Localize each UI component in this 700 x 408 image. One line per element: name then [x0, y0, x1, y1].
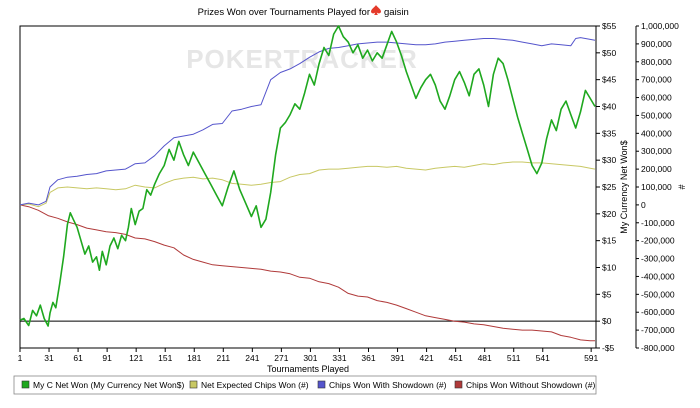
legend-swatch	[189, 380, 198, 389]
series-line-4	[19, 204, 595, 342]
chips-tick-label: 500,000	[641, 110, 672, 120]
x-tick-label: 421	[419, 353, 433, 363]
money-axis-title: My Currency Net Won$	[619, 140, 629, 233]
x-tick-label: 1	[18, 353, 23, 363]
chips-tick-label: -600,000	[641, 307, 675, 317]
chips-axis: -800,000 -700,000 -600,000 -500,000 -400,000…	[635, 21, 679, 353]
series-layer	[19, 25, 596, 342]
x-tick-label: 541	[536, 353, 550, 363]
legend-entry: My C Net Won (My Currency Net Won$)	[33, 380, 184, 390]
x-tick-label: 511	[507, 353, 521, 363]
x-tick-label: 301	[303, 353, 317, 363]
plot-frame	[19, 25, 597, 349]
legend-entry: Chips Won With Showdown (#)	[329, 380, 447, 390]
series-line-1	[19, 25, 596, 327]
x-tick-label: 181	[187, 353, 201, 363]
chips-tick-label: -400,000	[641, 271, 675, 281]
x-tick-label: 211	[217, 353, 231, 363]
money-tick-label: $15	[602, 236, 616, 246]
series-line-2	[19, 161, 596, 208]
x-tick-label: 331	[332, 353, 346, 363]
chips-tick-label: -100,000	[641, 218, 675, 228]
x-axis: 1 31 61 91 121 151 181 211 241 271 301 331 361 391 421…	[18, 348, 599, 363]
x-tick-label: 61	[73, 353, 83, 363]
chart-title-player: gaisin	[384, 7, 409, 18]
legend-swatch	[317, 380, 326, 389]
legend-entry: Chips Won Without Showdown (#)	[466, 380, 595, 390]
x-tick-label: 241	[245, 353, 259, 363]
plot-area: POKERTRACKER	[19, 25, 597, 349]
chips-tick-label: 700,000	[641, 75, 672, 85]
x-tick-label: 121	[129, 353, 143, 363]
money-tick-label: $20	[602, 209, 616, 219]
money-axis: -$5 $0 $5 $10 $15 $20 $25 $30 $35 $40 $45 $50 $55	[596, 21, 616, 353]
chart-title: Prizes Won over Tournaments Played for g…	[198, 5, 409, 18]
x-tick-label: 451	[449, 353, 463, 363]
money-tick-label: $50	[602, 48, 616, 58]
money-tick-label: $45	[602, 75, 616, 85]
chips-tick-label: -300,000	[641, 254, 675, 264]
money-tick-label: -$5	[602, 343, 615, 353]
chips-tick-label: 800,000	[641, 57, 672, 67]
money-tick-label: $25	[602, 182, 616, 192]
money-tick-label: $30	[602, 155, 616, 165]
money-tick-label: $40	[602, 102, 616, 112]
money-tick-label: $55	[602, 21, 616, 31]
x-tick-label: 91	[102, 353, 112, 363]
chips-tick-label: 100,000	[641, 182, 672, 192]
watermark: POKERTRACKER	[186, 44, 418, 74]
chips-tick-label: 1,000,000	[641, 21, 679, 31]
chips-tick-label: 0	[641, 200, 646, 210]
chips-tick-label: 300,000	[641, 146, 672, 156]
chart-title-text: Prizes Won over Tournaments Played for	[198, 7, 370, 18]
chips-tick-label: -800,000	[641, 343, 675, 353]
chips-tick-label: -500,000	[641, 289, 675, 299]
chips-axis-title: #	[677, 184, 687, 189]
poker-spade-icon	[371, 5, 381, 15]
chips-tick-label: -200,000	[641, 236, 675, 246]
legend-swatch	[21, 380, 30, 389]
legend-swatch	[454, 380, 463, 389]
series-line-3	[19, 37, 596, 206]
chips-tick-label: 900,000	[641, 39, 672, 49]
money-tick-label: $10	[602, 263, 616, 273]
x-tick-label: 481	[478, 353, 492, 363]
x-tick-label: 391	[390, 353, 404, 363]
chips-tick-label: 400,000	[641, 128, 672, 138]
chips-tick-label: 200,000	[641, 164, 672, 174]
legend-entry: Net Expected Chips Won (#)	[201, 380, 309, 390]
x-tick-label: 361	[361, 353, 375, 363]
chips-tick-label: 600,000	[641, 93, 672, 103]
x-tick-label: 31	[44, 353, 54, 363]
x-axis-title: Tournaments Played	[267, 364, 349, 374]
x-tick-label: 271	[274, 353, 288, 363]
legend-frame	[13, 375, 597, 395]
money-tick-label: $5	[602, 289, 612, 299]
legend: My C Net Won (My Currency Net Won$) Net E…	[13, 375, 597, 395]
money-tick-label: $35	[602, 128, 616, 138]
chips-tick-label: -700,000	[641, 325, 675, 335]
x-tick-label: 151	[158, 353, 172, 363]
x-tick-label: 591	[584, 353, 598, 363]
money-tick-label: $0	[602, 316, 612, 326]
